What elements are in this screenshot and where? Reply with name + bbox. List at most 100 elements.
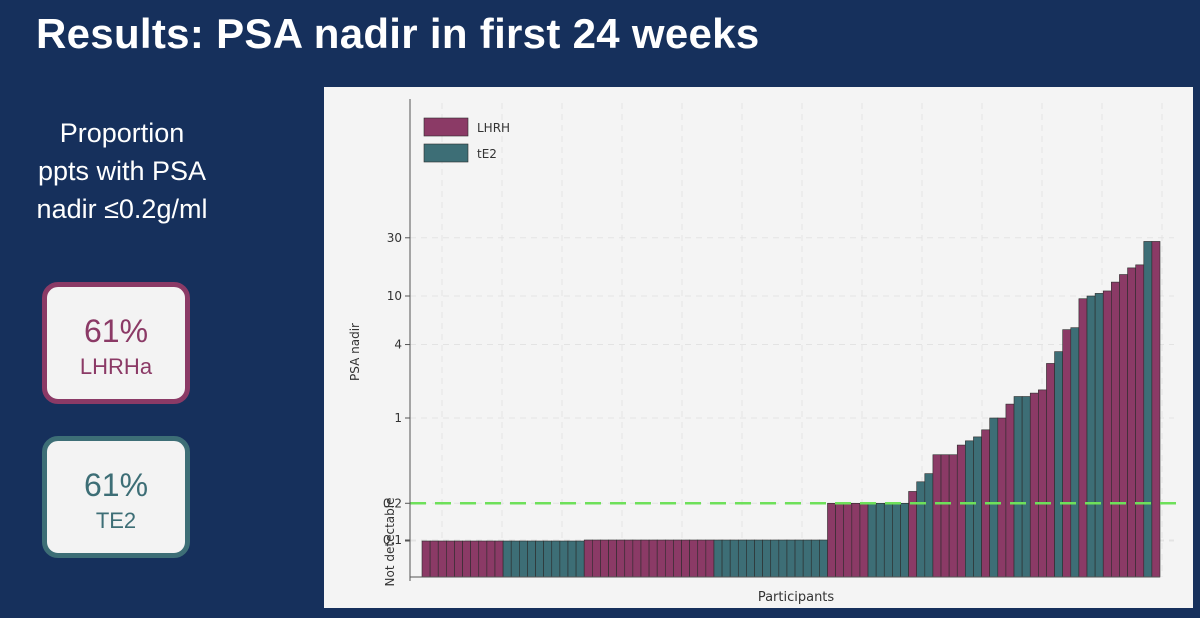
bar-lhrh-30 [664, 539, 674, 578]
chart-legend: LHRH tE2 [423, 117, 510, 163]
bar-lhrh-65 [948, 454, 958, 578]
bar-lhrh-21 [592, 539, 601, 578]
bar-te2-11 [510, 540, 520, 578]
bar-te2-36 [713, 539, 723, 578]
bar-lhrh-66 [956, 444, 966, 578]
bar-te2-42 [762, 539, 772, 578]
bar-te2-47 [802, 539, 812, 578]
bar-te2-61 [916, 481, 926, 578]
bar-lhrh-1 [429, 540, 439, 578]
proportion-line-2: ppts with PSA [37, 156, 207, 186]
bar-te2-38 [729, 539, 739, 578]
x-axis-title: Participants [758, 590, 835, 605]
bar-te2-10 [502, 540, 512, 578]
bar-te2-41 [754, 539, 763, 578]
lhrha-stat-box: 61% LHRHa [42, 282, 190, 404]
lhrha-percent: 61% [83, 313, 149, 349]
bar-lhrh-29 [656, 539, 666, 578]
bar-lhrh-25 [624, 539, 634, 578]
bar-te2-46 [794, 539, 804, 578]
legend-label-lhrh: LHRH [477, 121, 510, 135]
bar-lhrh-75 [1029, 392, 1039, 578]
bar-lhrh-2 [437, 540, 447, 578]
y-tick-label-5: 0.1 [383, 533, 402, 547]
bar-te2-39 [737, 539, 747, 578]
bar-te2-62 [924, 473, 934, 578]
bar-lhrh-27 [640, 539, 650, 578]
slide-title: Results: PSA nadir in first 24 weeks [36, 10, 760, 57]
bar-lhrh-28 [648, 539, 658, 578]
bar-te2-14 [535, 540, 544, 578]
bar-lhrh-63 [932, 454, 942, 578]
y-axis-title: PSA nadir [348, 323, 362, 381]
bar-lhrh-34 [697, 539, 707, 578]
chart-grid [410, 103, 1174, 577]
y-tick-label-0: 30 [387, 231, 402, 245]
chart-panel: 30 10 4 1 0.2 0.1 Not detectable PSA nadir Parti… [324, 87, 1193, 608]
bar-te2-13 [527, 540, 536, 578]
bar-lhrh-90 [1151, 241, 1161, 578]
bar-lhrh-26 [632, 539, 642, 578]
bar-te2-12 [519, 540, 528, 578]
bar-lhrh-35 [705, 539, 715, 578]
bar-lhrh-77 [1046, 363, 1055, 578]
bar-te2-82 [1086, 295, 1096, 578]
bar-lhrh-32 [681, 539, 690, 578]
bar-te2-89 [1143, 241, 1153, 578]
bar-lhrh-24 [616, 539, 626, 578]
bar-lhrh-3 [446, 540, 455, 578]
bar-te2-17 [559, 540, 569, 578]
te2-stat-box: 61% TE2 [42, 436, 190, 558]
legend-swatch-te2 [423, 143, 469, 163]
bar-lhrh-9 [494, 540, 504, 578]
bar-te2-78 [1054, 351, 1063, 578]
te2-percent: 61% [83, 467, 149, 503]
bar-te2-49 [819, 539, 828, 578]
y-tick-label-not-detectable: Not detectable [383, 498, 397, 587]
bar-lhrh-64 [940, 454, 950, 578]
bar-te2-40 [746, 539, 755, 578]
bar-te2-44 [778, 539, 788, 578]
bar-lhrh-54 [859, 502, 869, 578]
lhrha-label: LHRHa [79, 354, 153, 379]
bar-te2-48 [810, 539, 820, 578]
bar-te2-59 [900, 502, 909, 578]
bar-te2-19 [575, 540, 585, 578]
bar-te2-68 [973, 436, 982, 578]
bar-te2-18 [567, 540, 577, 578]
y-tick-label-1: 10 [387, 289, 402, 303]
y-tick-label-3: 1 [394, 411, 402, 425]
bar-lhrh-4 [454, 540, 463, 578]
bar-lhrh-72 [1005, 403, 1015, 578]
bar-lhrh-7 [478, 540, 488, 578]
bar-te2-57 [883, 502, 893, 578]
bar-lhrh-81 [1078, 298, 1088, 578]
legend-label-te2: tE2 [477, 147, 497, 161]
bar-lhrh-71 [997, 417, 1007, 578]
bar-lhrh-8 [486, 540, 496, 578]
proportion-line-3: nadir ≤0.2g/ml [36, 194, 208, 224]
bar-lhrh-86 [1119, 274, 1128, 578]
bar-lhrh-51 [835, 502, 845, 578]
bar-te2-70 [989, 417, 999, 578]
bar-te2-58 [892, 502, 901, 578]
bar-lhrh-52 [843, 502, 853, 578]
bar-te2-43 [770, 539, 780, 578]
bar-lhrh-5 [462, 540, 471, 578]
bar-te2-56 [875, 502, 885, 578]
bar-lhrh-88 [1135, 264, 1145, 578]
bar-te2-16 [551, 540, 561, 578]
te2-label: TE2 [95, 508, 137, 533]
bar-lhrh-6 [470, 540, 480, 578]
y-tick-label-2: 4 [394, 338, 402, 352]
bar-lhrh-33 [689, 539, 699, 578]
bar-te2-83 [1094, 293, 1104, 578]
bar-lhrh-76 [1038, 389, 1047, 578]
proportion-line-1: Proportion [59, 118, 185, 148]
bar-te2-15 [543, 540, 553, 578]
bar-te2-37 [721, 539, 731, 578]
bar-te2-80 [1070, 327, 1080, 578]
bar-te2-55 [867, 502, 877, 578]
bar-te2-67 [965, 440, 974, 578]
